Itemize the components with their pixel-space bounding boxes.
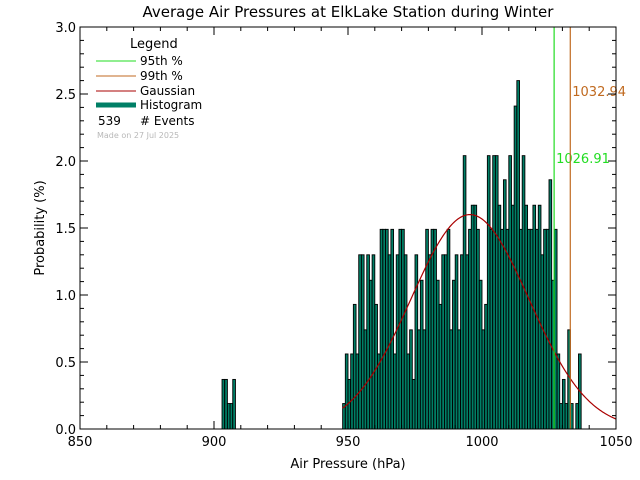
x-tick-label: 950 xyxy=(336,435,361,450)
histogram-bar xyxy=(232,378,236,430)
legend-title: Legend xyxy=(130,37,178,52)
legend-label-histogram: Histogram xyxy=(140,98,202,112)
y-tick-label: 1.0 xyxy=(55,289,76,304)
x-axis: 850 900 950 1000 1050 xyxy=(68,27,633,450)
events-count: 539 xyxy=(98,114,121,128)
y-tick-label: 3.0 xyxy=(55,21,76,36)
y-axis: 0.0 0.5 1.0 1.5 2.0 2.5 3.0 xyxy=(55,21,616,438)
x-tick-label: 900 xyxy=(202,435,227,450)
events-label: # Events xyxy=(140,114,195,128)
percentile-label: 1026.91 xyxy=(556,152,610,167)
y-tick-label: 2.0 xyxy=(55,155,76,170)
x-tick-label: 1000 xyxy=(465,435,498,450)
y-tick-label: 0.0 xyxy=(55,423,76,438)
legend-label-99th: 99th % xyxy=(140,69,183,83)
percentile-label: 1032.94 xyxy=(572,85,626,100)
x-axis-label: Air Pressure (hPa) xyxy=(290,457,405,472)
x-tick-label: 850 xyxy=(68,435,93,450)
percentile-lines: 1026.91 1032.94 xyxy=(553,27,626,429)
made-on-note: Made on 27 Jul 2025 xyxy=(97,131,179,140)
legend-label-95th: 95th % xyxy=(140,54,183,68)
legend: Legend 95th % 99th % Gaussian Histogram … xyxy=(96,37,202,140)
y-tick-label: 2.5 xyxy=(55,88,76,103)
histogram-bars xyxy=(221,80,582,430)
legend-label-gaussian: Gaussian xyxy=(140,84,195,98)
y-tick-label: 1.5 xyxy=(55,222,76,237)
y-axis-label: Probability (%) xyxy=(33,180,48,275)
y-tick-label: 0.5 xyxy=(55,356,76,371)
x-tick-label: 1050 xyxy=(599,435,632,450)
chart-title: Average Air Pressures at ElkLake Station… xyxy=(143,3,555,21)
